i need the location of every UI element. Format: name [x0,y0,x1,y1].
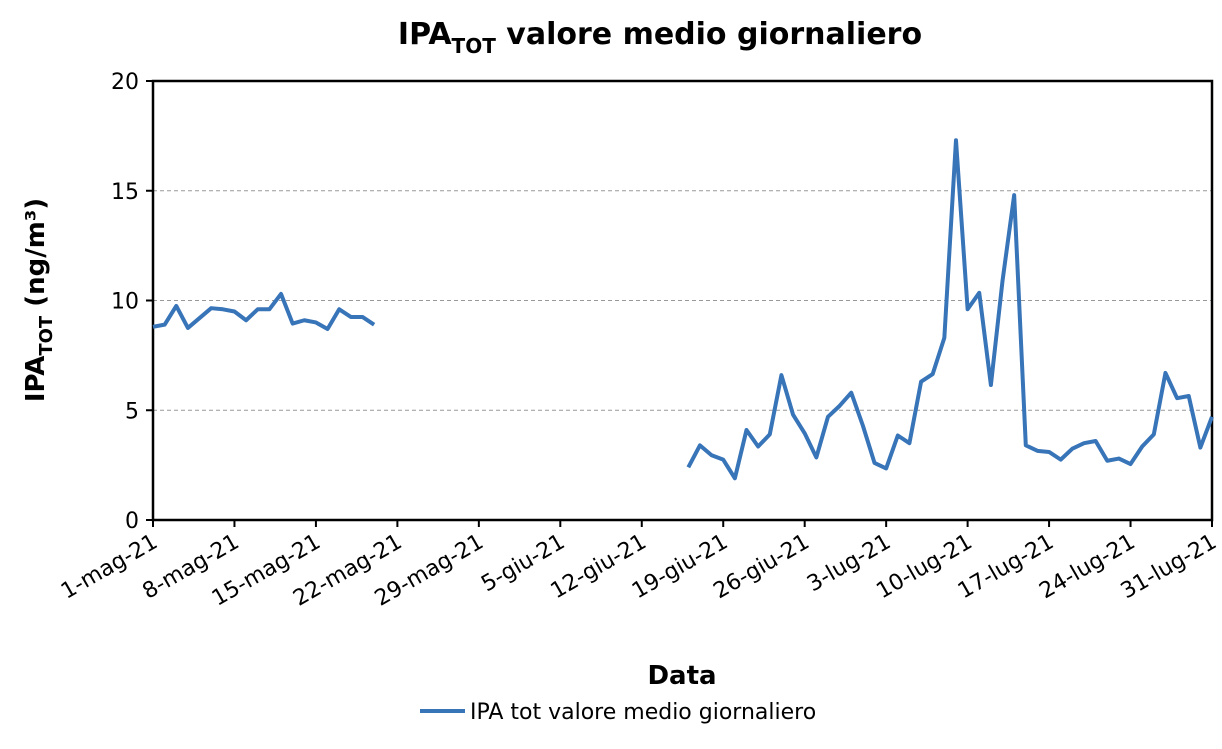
y-tick-label: 5 [125,399,139,424]
data-line [152,138,1214,481]
x-axis-label: Data [647,661,716,691]
title-main: IPA [398,17,452,52]
y-axis-label: IPATOT (ng/m³) [21,198,57,402]
y-tick-label: 15 [111,180,139,205]
legend-label: IPA tot valore medio giornaliero [470,700,816,725]
title-rest: valore medio giornaliero [496,17,922,52]
y-tick-label: 20 [111,70,139,95]
ylabel-sub: TOT [36,315,57,356]
chart-title: IPATOT valore medio giornaliero [398,17,922,58]
title-sub: TOT [452,34,497,58]
ylabel-main: IPA [21,356,51,402]
plot-frame [151,79,1214,522]
y-tick-label: 10 [111,290,139,315]
ylabel-rest: (ng/m³) [21,198,51,316]
y-tick-label: 0 [125,509,139,534]
